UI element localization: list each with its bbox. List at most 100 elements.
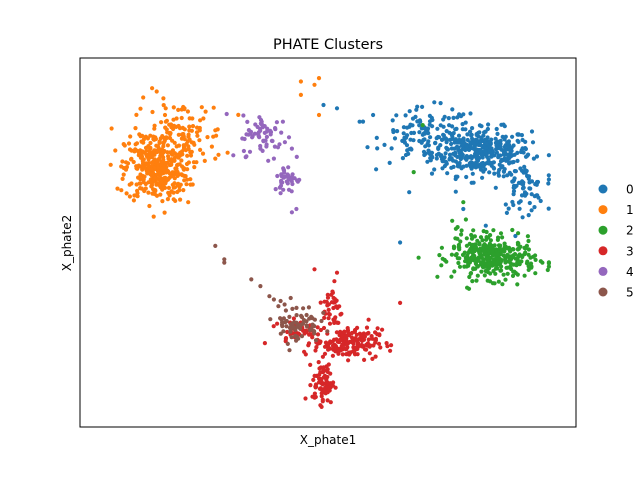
legend-marker-1 [598,205,608,215]
point-cluster-1 [175,173,180,178]
point-cluster-0 [519,133,525,138]
point-cluster-4 [262,130,267,135]
point-cluster-1 [175,163,180,168]
point-cluster-1 [138,181,143,186]
point-cluster-3 [362,347,368,352]
point-cluster-1 [172,181,177,186]
point-cluster-0 [409,147,414,152]
point-cluster-0 [487,139,492,144]
point-cluster-0 [515,138,520,143]
point-cluster-2 [481,249,486,254]
point-cluster-1 [187,124,192,129]
point-cluster-2 [529,264,534,269]
point-cluster-3 [315,325,320,330]
legend-label-1: 1 [626,203,634,217]
point-cluster-2 [505,265,510,270]
point-cluster-4 [260,122,265,127]
point-cluster-0 [458,114,464,119]
point-cluster-0 [422,126,427,131]
point-cluster-0 [522,164,527,169]
point-cluster-2 [484,244,489,249]
point-cluster-0 [460,146,466,151]
point-cluster-1 [157,147,163,152]
point-cluster-5 [319,318,324,324]
point-cluster-1 [203,109,208,114]
point-cluster-1 [162,112,168,118]
point-cluster-5 [321,310,326,315]
point-cluster-2 [546,264,552,269]
point-cluster-0 [518,199,523,204]
point-cluster-1 [138,186,143,191]
point-cluster-0 [494,126,499,132]
point-cluster-0 [513,233,518,239]
point-cluster-0 [504,210,509,215]
point-cluster-3 [352,328,357,333]
point-cluster-2 [522,245,527,250]
point-cluster-0 [454,144,460,149]
point-cluster-0 [479,135,484,140]
point-cluster-5 [289,335,294,340]
point-cluster-1 [195,133,200,138]
point-cluster-1 [172,176,177,181]
point-cluster-3 [334,330,339,335]
point-cluster-2 [467,274,472,280]
point-cluster-3 [338,312,343,317]
point-cluster-1 [129,181,134,186]
point-cluster-3 [326,307,331,312]
point-cluster-2 [495,237,500,242]
point-cluster-2 [466,286,472,291]
point-cluster-3 [332,297,337,302]
point-cluster-2 [464,236,469,241]
point-cluster-3 [326,316,331,321]
point-cluster-1 [154,193,160,198]
point-cluster-0 [420,104,425,109]
point-cluster-1 [175,169,180,174]
point-cluster-0 [503,156,508,162]
point-cluster-3 [311,377,316,382]
point-cluster-5 [283,308,288,313]
point-cluster-2 [472,234,477,239]
point-cluster-3 [306,343,311,348]
point-cluster-0 [469,156,474,161]
point-cluster-0 [505,140,510,145]
point-cluster-0 [401,131,406,136]
point-cluster-1 [213,156,218,161]
point-cluster-1 [182,106,187,111]
point-cluster-1 [160,151,165,156]
point-cluster-5 [298,326,303,331]
point-cluster-3 [318,370,323,375]
point-cluster-0 [512,152,517,157]
point-cluster-1 [160,199,165,204]
point-cluster-2 [487,266,492,271]
point-cluster-2 [533,253,538,258]
point-cluster-3 [323,375,328,380]
point-cluster-0 [495,131,500,136]
point-cluster-3 [366,337,371,342]
point-cluster-3 [343,346,349,351]
point-cluster-1 [163,106,168,111]
point-cluster-1 [199,105,204,110]
point-cluster-3 [362,357,367,362]
point-cluster-0 [524,168,529,174]
point-cluster-2 [452,269,457,274]
point-cluster-1 [194,130,200,135]
point-cluster-3 [303,352,308,357]
point-cluster-1 [140,133,145,138]
point-cluster-1 [187,116,192,121]
point-cluster-1 [134,182,139,187]
point-cluster-4 [257,115,262,120]
point-cluster-1 [186,200,191,205]
point-cluster-2 [488,271,493,276]
point-cluster-4 [279,130,284,135]
point-cluster-4 [286,135,292,140]
point-cluster-2 [439,263,444,268]
point-cluster-1 [188,150,193,155]
point-cluster-3 [320,399,325,404]
point-cluster-2 [435,274,440,279]
legend-marker-3 [598,246,608,256]
point-cluster-2 [512,252,518,257]
point-cluster-2 [470,242,476,247]
point-cluster-0 [434,156,439,161]
point-cluster-4 [268,128,273,133]
